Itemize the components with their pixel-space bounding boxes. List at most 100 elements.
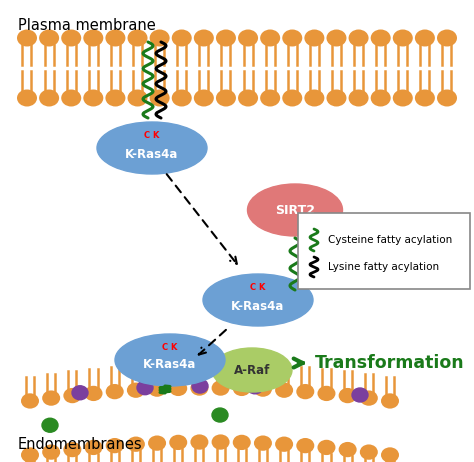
Ellipse shape [106, 384, 124, 399]
Ellipse shape [348, 90, 369, 107]
Ellipse shape [348, 30, 369, 47]
Ellipse shape [254, 436, 272, 451]
Ellipse shape [260, 30, 280, 47]
Ellipse shape [238, 30, 258, 47]
Ellipse shape [169, 381, 187, 396]
Ellipse shape [39, 90, 59, 107]
Text: K-Ras4a: K-Ras4a [231, 299, 285, 312]
Text: Lysine fatty acylation: Lysine fatty acylation [328, 262, 439, 272]
Ellipse shape [148, 436, 166, 451]
Text: C K: C K [144, 132, 160, 140]
Ellipse shape [282, 90, 302, 107]
Text: Endomembranes: Endomembranes [18, 437, 143, 452]
Ellipse shape [233, 381, 251, 396]
Ellipse shape [84, 386, 102, 401]
Ellipse shape [128, 30, 147, 47]
Ellipse shape [437, 90, 457, 107]
Ellipse shape [282, 30, 302, 47]
Ellipse shape [172, 90, 192, 107]
Ellipse shape [61, 30, 81, 47]
Ellipse shape [192, 379, 208, 393]
Ellipse shape [360, 390, 378, 406]
Ellipse shape [304, 30, 324, 47]
Ellipse shape [83, 90, 103, 107]
Ellipse shape [318, 440, 336, 455]
Ellipse shape [371, 30, 391, 47]
Ellipse shape [381, 393, 399, 408]
Text: Plasma membrane: Plasma membrane [18, 18, 156, 33]
Text: K-Ras4a: K-Ras4a [125, 147, 179, 160]
Text: SIRT2: SIRT2 [275, 203, 315, 217]
Ellipse shape [212, 348, 292, 392]
Ellipse shape [275, 437, 293, 452]
Ellipse shape [17, 90, 37, 107]
Ellipse shape [17, 30, 37, 47]
Ellipse shape [296, 384, 314, 399]
Ellipse shape [260, 90, 280, 107]
Ellipse shape [169, 435, 187, 450]
Ellipse shape [327, 90, 346, 107]
Ellipse shape [64, 388, 82, 403]
Ellipse shape [172, 30, 192, 47]
Ellipse shape [84, 440, 102, 455]
Ellipse shape [39, 30, 59, 47]
Text: C K: C K [162, 344, 178, 353]
FancyBboxPatch shape [298, 213, 470, 289]
Ellipse shape [415, 30, 435, 47]
Ellipse shape [97, 122, 207, 174]
Ellipse shape [194, 30, 214, 47]
Text: A-Raf: A-Raf [234, 364, 270, 377]
Ellipse shape [247, 184, 343, 236]
Text: Transformation: Transformation [315, 354, 465, 372]
Ellipse shape [238, 90, 258, 107]
Ellipse shape [275, 383, 293, 398]
Ellipse shape [105, 30, 126, 47]
Ellipse shape [72, 386, 88, 400]
Ellipse shape [415, 90, 435, 107]
Ellipse shape [327, 30, 346, 47]
Ellipse shape [106, 438, 124, 453]
Ellipse shape [150, 30, 170, 47]
Ellipse shape [42, 390, 60, 406]
Ellipse shape [371, 90, 391, 107]
Ellipse shape [216, 90, 236, 107]
Ellipse shape [211, 434, 229, 450]
Text: C K: C K [250, 284, 266, 292]
Ellipse shape [21, 447, 39, 462]
Ellipse shape [211, 380, 229, 395]
Ellipse shape [83, 30, 103, 47]
Ellipse shape [194, 90, 214, 107]
Ellipse shape [128, 90, 147, 107]
Ellipse shape [360, 444, 378, 460]
Ellipse shape [191, 434, 209, 450]
Ellipse shape [203, 274, 313, 326]
Ellipse shape [42, 418, 58, 432]
Ellipse shape [296, 438, 314, 453]
Text: Cysteine fatty acylation: Cysteine fatty acylation [328, 235, 452, 245]
Ellipse shape [127, 383, 145, 398]
Ellipse shape [381, 447, 399, 462]
Ellipse shape [352, 388, 368, 402]
Ellipse shape [21, 393, 39, 408]
Ellipse shape [115, 334, 225, 386]
Ellipse shape [216, 30, 236, 47]
Ellipse shape [137, 381, 153, 395]
Ellipse shape [148, 382, 166, 397]
Ellipse shape [191, 380, 209, 395]
Ellipse shape [338, 388, 356, 403]
Ellipse shape [127, 437, 145, 452]
Ellipse shape [150, 90, 170, 107]
Ellipse shape [61, 90, 81, 107]
Ellipse shape [338, 442, 356, 457]
Ellipse shape [42, 444, 60, 460]
Ellipse shape [393, 30, 413, 47]
Ellipse shape [437, 30, 457, 47]
Ellipse shape [105, 90, 126, 107]
Ellipse shape [254, 382, 272, 397]
Ellipse shape [304, 90, 324, 107]
Ellipse shape [64, 442, 82, 457]
Ellipse shape [212, 408, 228, 422]
Ellipse shape [233, 435, 251, 450]
Ellipse shape [247, 380, 263, 394]
Ellipse shape [393, 90, 413, 107]
